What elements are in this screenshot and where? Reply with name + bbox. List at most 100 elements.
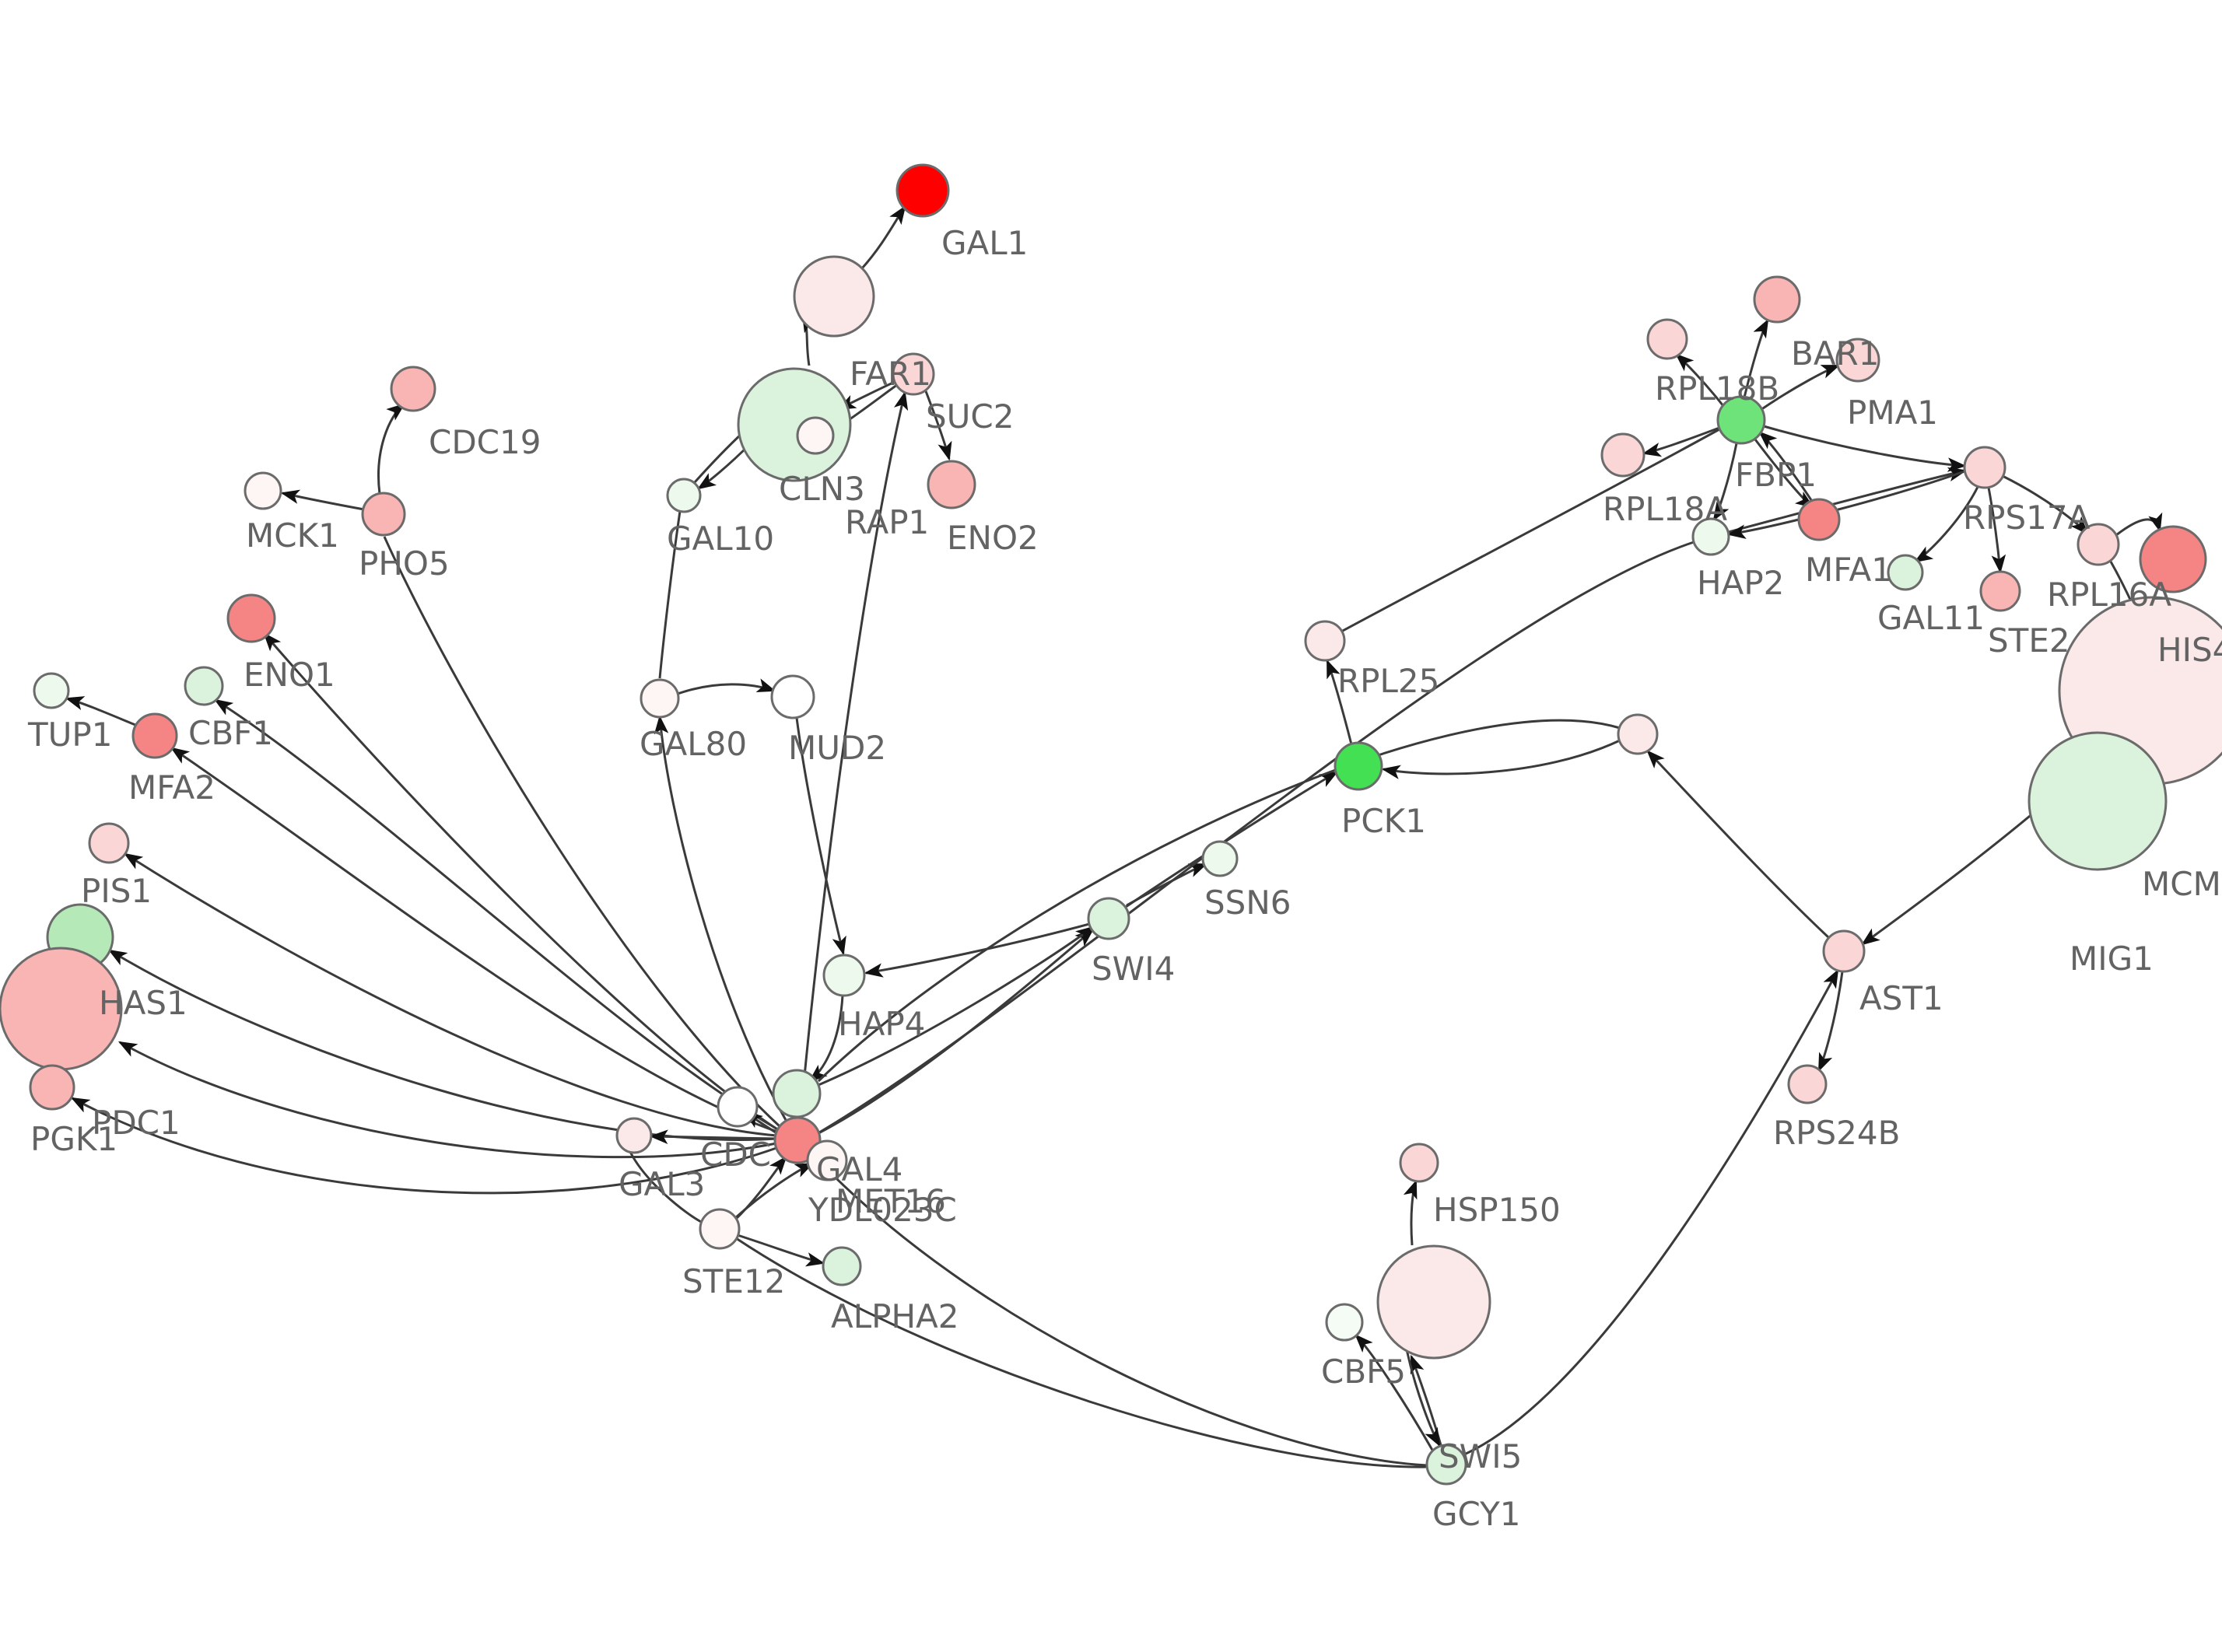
node-label-rpl25: RPL25: [1337, 662, 1439, 700]
node-mfa1[interactable]: [1797, 498, 1841, 541]
edge-gal4-to-gcy1: [812, 1154, 1428, 1467]
node-far1[interactable]: [793, 255, 875, 338]
node-label-bar1: BAR1: [1791, 334, 1879, 373]
node-label-hsp150: HSP150: [1433, 1191, 1561, 1229]
node-rpl18b[interactable]: [1646, 318, 1688, 360]
node-met16[interactable]: [772, 1069, 822, 1118]
node-rpl25[interactable]: [1304, 620, 1346, 662]
node-label-gal11: GAL11: [1877, 599, 1985, 637]
node-eno2[interactable]: [927, 460, 976, 509]
node-label-ste2: STE2: [1988, 621, 2070, 660]
node-rps24b[interactable]: [1787, 1064, 1828, 1104]
node-unlabeled1[interactable]: [1617, 713, 1659, 755]
edge-gal4-to-pho5: [383, 536, 781, 1128]
node-tup1[interactable]: [33, 672, 70, 709]
edge-swi4-to-pck1: [1125, 771, 1339, 908]
edge-fbp1-to-rpl18a: [1642, 426, 1720, 457]
edge-hap2-to-rps17a: [1728, 467, 1968, 534]
edge-ast1-to-rps24b: [1817, 971, 1844, 1073]
node-rpl18a[interactable]: [1600, 432, 1645, 478]
node-label-pma1: PMA1: [1847, 394, 1938, 432]
node-suc2[interactable]: [892, 352, 935, 396]
edge-mfa1-to-fbp1: [1758, 431, 1814, 503]
node-hap2[interactable]: [1691, 517, 1730, 556]
node-label-mud2: MUD2: [788, 729, 886, 767]
node-label-mfa1: MFA1: [1805, 551, 1892, 589]
node-label-mig1: MIG1: [2070, 940, 2154, 978]
node-label-tup1: TUP1: [27, 716, 112, 754]
node-pck1[interactable]: [1334, 741, 1383, 791]
node-label-met16: MET16: [836, 1182, 946, 1220]
node-rps17a[interactable]: [1963, 446, 2006, 489]
node-alpha2[interactable]: [822, 1246, 862, 1286]
edge-gal4-to-gal3: [649, 1129, 779, 1144]
node-gal3[interactable]: [615, 1117, 653, 1154]
node-bar1[interactable]: [1753, 275, 1801, 324]
node-gal10[interactable]: [666, 478, 702, 513]
node-pis1[interactable]: [88, 822, 130, 864]
node-cbf5[interactable]: [1325, 1303, 1364, 1342]
node-ast1[interactable]: [1822, 929, 1866, 973]
node-pma1[interactable]: [1835, 338, 1880, 383]
node-label-gal10: GAL10: [667, 520, 774, 558]
node-ssn6[interactable]: [1201, 840, 1239, 877]
node-ydl023c[interactable]: [806, 1139, 848, 1181]
node-eno1[interactable]: [226, 593, 276, 643]
node-cbf1[interactable]: [184, 666, 224, 706]
node-label-gcy1: GCY1: [1432, 1495, 1521, 1533]
node-label-gal80: GAL80: [640, 725, 747, 763]
node-his4[interactable]: [2139, 525, 2207, 593]
node-pho5[interactable]: [361, 492, 406, 537]
edge-ste12-to-gcy1: [735, 1237, 1428, 1468]
node-fbp1[interactable]: [1716, 395, 1766, 445]
node-cdc19[interactable]: [390, 366, 436, 412]
edge-gcy1-to-cbf5: [1355, 1334, 1435, 1452]
node-label-fbp1: FBP1: [1735, 456, 1817, 494]
node-gal1[interactable]: [895, 163, 950, 218]
node-label-mck1: MCK1: [246, 516, 339, 555]
edge-rpl16a-to-his4: [2115, 512, 2163, 537]
node-label-his4: HIS4: [2157, 631, 2222, 669]
node-mig1[interactable]: [2027, 731, 2168, 871]
node-label-cdc19: CDC19: [429, 423, 541, 461]
node-label-gal4: GAL4: [816, 1150, 902, 1188]
node-pgk1[interactable]: [29, 1064, 75, 1111]
edge-far1-to-gal1: [860, 205, 906, 270]
node-ste12[interactable]: [699, 1208, 741, 1250]
node-label-rpl18a: RPL18A: [1603, 490, 1727, 528]
node-label-pck1: PCK1: [1341, 802, 1426, 840]
edge-fbp1-to-pma1: [1760, 364, 1841, 411]
node-rap1[interactable]: [796, 416, 835, 455]
edge-mfa2-to-tup1: [65, 696, 136, 726]
edge-gal4-to-mfa2: [170, 747, 778, 1133]
edge-swi5-to-hsp150: [1403, 1179, 1418, 1246]
node-mfa2[interactable]: [131, 712, 178, 759]
node-label-cdc_hidden: CDC: [700, 1136, 771, 1174]
node-label-gal1: GAL1: [941, 224, 1028, 262]
edge-hap2-to-gal4: [818, 541, 1695, 1134]
node-gal80[interactable]: [640, 678, 680, 719]
node-swi4[interactable]: [1087, 897, 1130, 940]
node-layer: [0, 163, 2222, 1486]
node-hap4[interactable]: [822, 954, 866, 997]
node-gcy1[interactable]: [1425, 1444, 1467, 1486]
edge-ast1-to-unlabeled1: [1646, 750, 1830, 939]
edge-gal4-to-pdc1: [117, 1041, 777, 1159]
node-mck1[interactable]: [244, 471, 282, 510]
node-cdc_hidden[interactable]: [717, 1086, 759, 1128]
node-rpl16a[interactable]: [2077, 523, 2120, 566]
node-ste2[interactable]: [1979, 570, 2021, 612]
node-gal11[interactable]: [1887, 554, 1924, 591]
node-mud2[interactable]: [770, 674, 815, 719]
node-cln3[interactable]: [737, 367, 852, 482]
node-label-mcm1: MCM1: [2142, 865, 2222, 903]
node-label-pho5: PHO5: [359, 544, 450, 583]
node-label-rpl16a: RPL16A: [2047, 576, 2171, 614]
edge-gcy1-to-ast1: [1463, 968, 1839, 1456]
node-swi5[interactable]: [1376, 1244, 1491, 1360]
node-label-eno2: ENO2: [947, 519, 1039, 557]
node-hsp150[interactable]: [1399, 1143, 1439, 1183]
node-label-rps24b: RPS24B: [1773, 1114, 1900, 1152]
